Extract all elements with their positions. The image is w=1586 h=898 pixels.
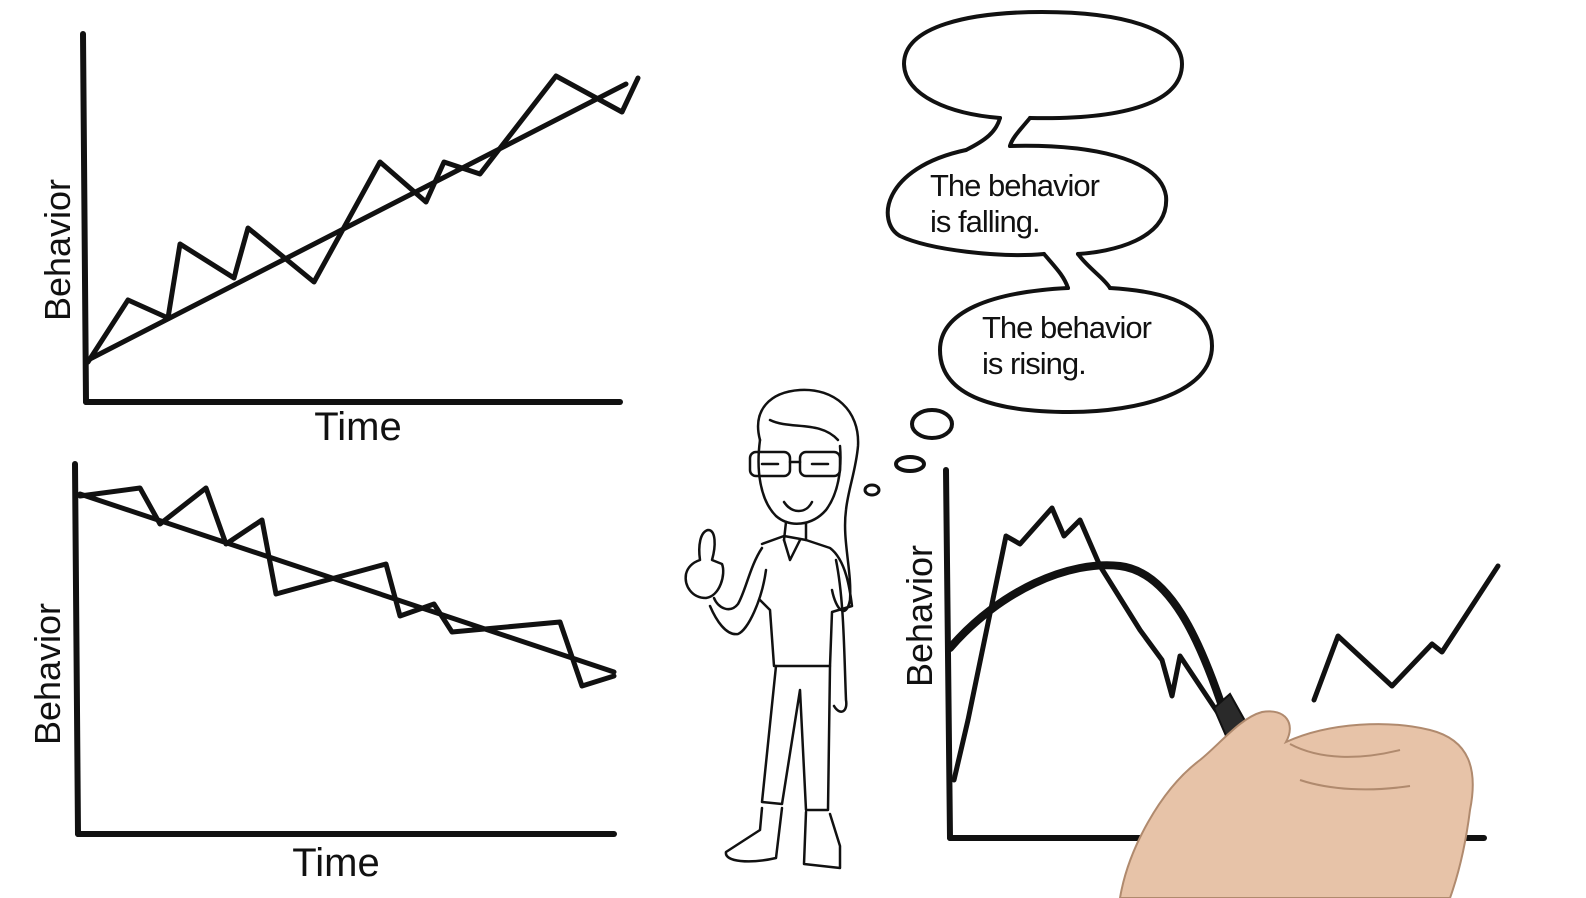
bubble-connector bbox=[1008, 116, 1032, 148]
thought-dot-large bbox=[910, 408, 954, 440]
character-woman bbox=[684, 388, 860, 870]
x-axis-label: Time bbox=[292, 841, 379, 885]
hand-knuckle-lines bbox=[1289, 743, 1411, 791]
y-axis bbox=[72, 461, 81, 837]
thought-bubbles: The behavior is falling. The behavior is… bbox=[863, 10, 1214, 497]
thought-bubble-rising bbox=[938, 286, 1214, 414]
character-smile bbox=[782, 500, 814, 513]
character-pants bbox=[760, 664, 832, 812]
character-arm-right bbox=[832, 558, 848, 713]
character-shoe-right bbox=[802, 810, 842, 870]
hand-with-marker bbox=[1118, 692, 1474, 898]
x-axis-label: Time bbox=[314, 405, 401, 449]
character-face bbox=[757, 438, 842, 525]
y-axis bbox=[943, 467, 953, 841]
character-hair-bangs bbox=[768, 418, 840, 442]
y-axis-label: Behavior bbox=[27, 603, 68, 745]
character-jacket bbox=[758, 534, 854, 668]
graph-falling: Behavior Time bbox=[27, 461, 617, 885]
data-line-continuation bbox=[1311, 563, 1501, 703]
thought-bubble-empty bbox=[902, 10, 1184, 121]
data-line bbox=[951, 505, 1231, 783]
trend-line bbox=[85, 81, 629, 363]
trend-line bbox=[77, 491, 617, 675]
bubble-connector bbox=[964, 116, 1002, 152]
graph-rising: Behavior Time bbox=[37, 31, 641, 449]
thought-dot-small bbox=[863, 483, 881, 497]
character-arm bbox=[708, 546, 768, 636]
thought-dot-medium bbox=[894, 455, 926, 473]
character-hair bbox=[756, 388, 860, 613]
data-line bbox=[85, 73, 641, 365]
character-shoe-left bbox=[724, 806, 784, 863]
y-axis-label: Behavior bbox=[899, 545, 940, 687]
bubble-falling-line2: is falling. bbox=[930, 204, 1040, 239]
data-line bbox=[77, 485, 617, 689]
y-axis bbox=[80, 31, 89, 405]
glasses-icon bbox=[748, 450, 842, 478]
thought-bubble-falling bbox=[885, 143, 1169, 258]
y-axis-label: Behavior bbox=[37, 179, 78, 321]
bubble-rising-line1: The behavior bbox=[982, 310, 1152, 345]
bubble-connector bbox=[1076, 252, 1112, 290]
bubble-falling-line1: The behavior bbox=[930, 168, 1100, 203]
graph-variable: Behavior bbox=[899, 467, 1501, 841]
thumbs-up-icon bbox=[684, 528, 725, 600]
trend-curve bbox=[946, 561, 1228, 716]
character-shirt bbox=[782, 538, 802, 562]
bubble-rising-line2: is rising. bbox=[982, 346, 1086, 381]
hand-icon bbox=[1118, 710, 1474, 898]
bubble-connector bbox=[1042, 252, 1070, 290]
